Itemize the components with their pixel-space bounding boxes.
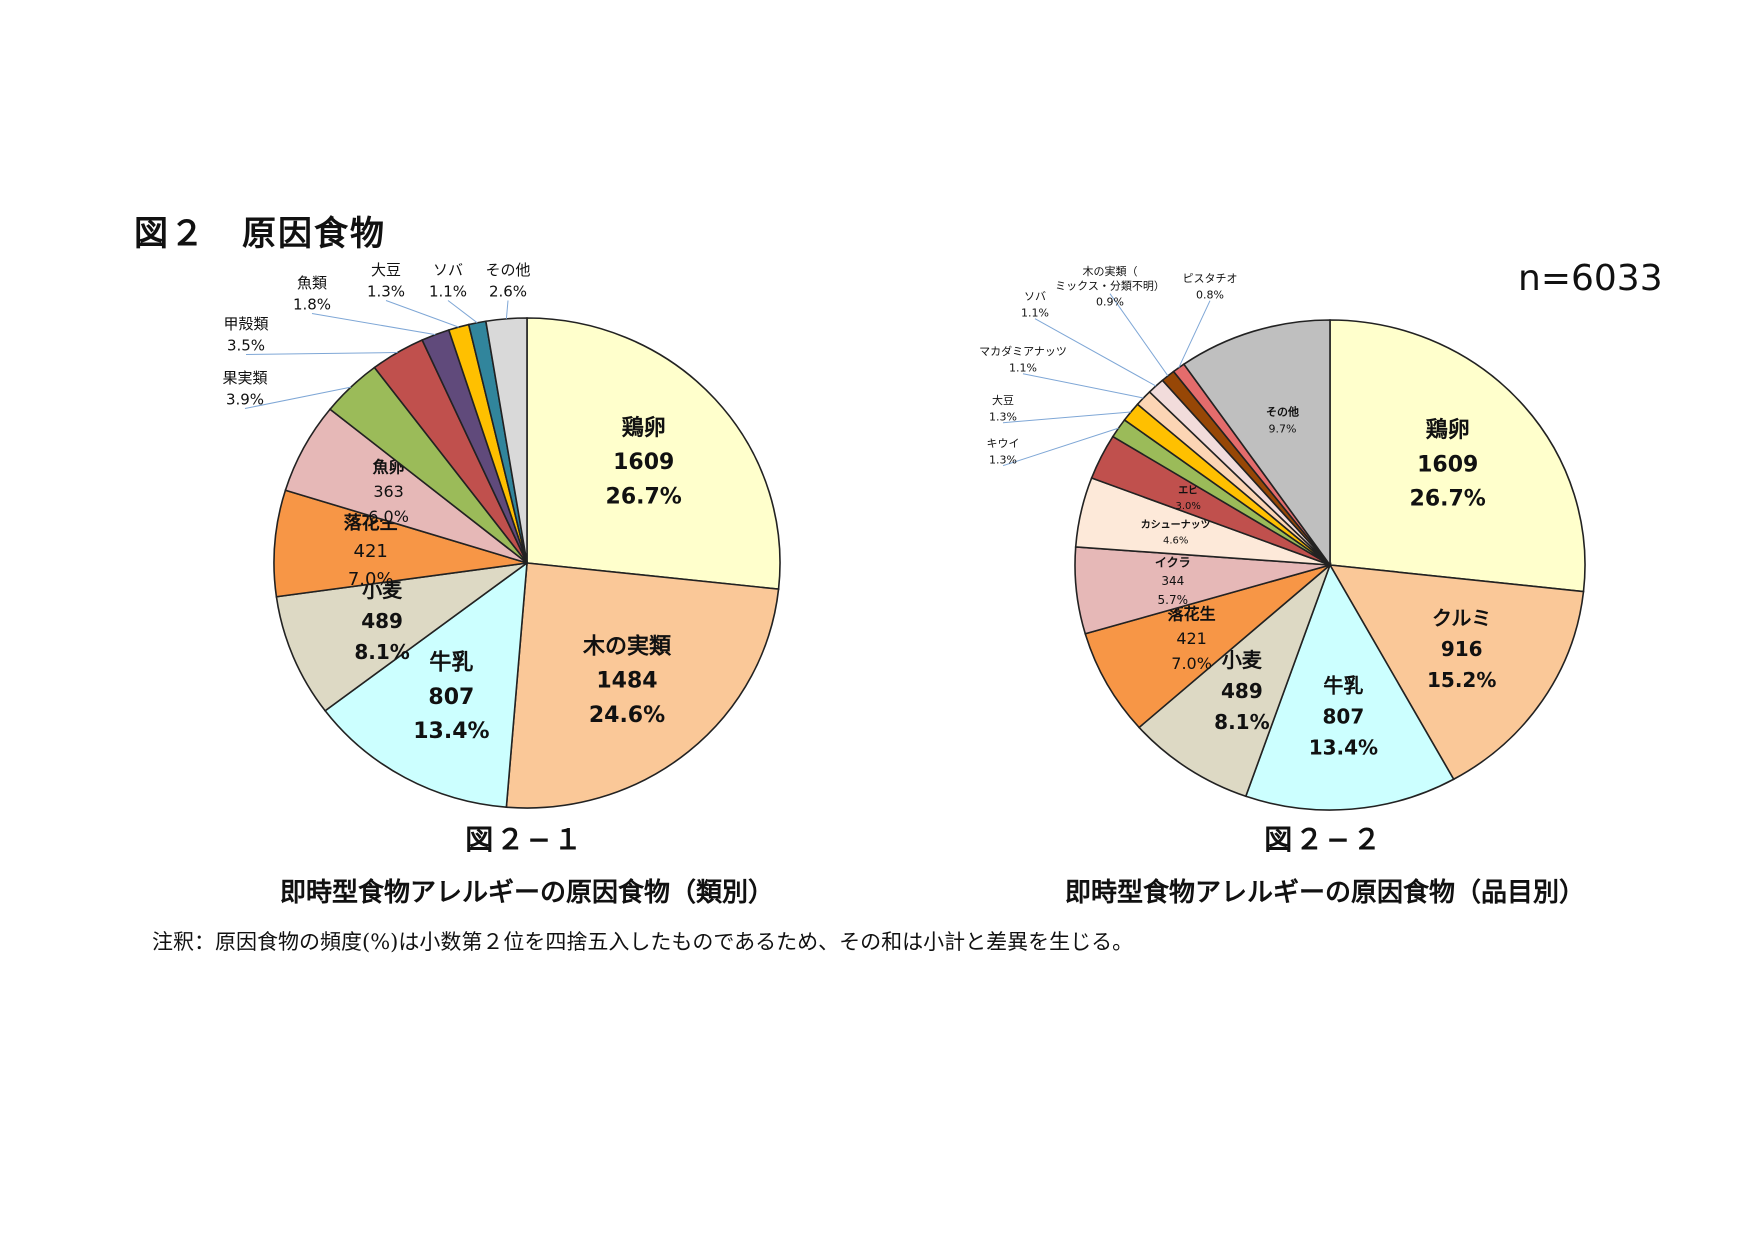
pie2-slice-14-name-label: その他 (1266, 404, 1299, 418)
pie1-slice-3 (275, 562, 528, 712)
pie2-slice-9-pct-label: 1.3% (989, 410, 1017, 423)
pie1-slice-1-pct-label: 24.6% (589, 703, 665, 728)
pie2-slice-12-pct-label: 0.9% (1096, 296, 1124, 309)
pie1-slice-6-pct-label: 3.9% (226, 391, 264, 409)
pie2-slice-14-pct-label: 9.7% (1269, 423, 1297, 436)
pie2-slice-6-name-label: カシューナッツ (1141, 519, 1211, 531)
pie2-slice-10-pct-label: 1.1% (1009, 361, 1037, 374)
pie2-slice-13-name-label: ピスタチオ (1183, 272, 1238, 285)
pie2-slice-11-leader-line (1034, 318, 1157, 387)
pie2-slice-9-name-label: 大豆 (992, 393, 1014, 407)
pie1-slice-5-pct-label: 6.0% (368, 507, 409, 526)
pie2-slice-12-name-label: 木の実類（ (1083, 264, 1138, 278)
pie2-slice-2 (1244, 563, 1455, 811)
pie1-slice-8-name-label: 魚類 (297, 274, 327, 292)
pie2-slice-7-name-label: エビ (1178, 484, 1198, 497)
pie2-slice-1-name-label: クルミ (1432, 606, 1491, 630)
pie1-slice-0-name-label: 鶏卵 (622, 416, 666, 441)
pie2-slice-1-count-label: 916 (1441, 637, 1483, 661)
pie2-slice-2-count-label: 807 (1323, 704, 1365, 728)
pie1-slice-11-pct-label: 2.6% (489, 283, 527, 301)
pie1-slice-7-pct-label: 3.5% (227, 337, 265, 355)
pie2-slice-2-name-label: 牛乳 (1323, 673, 1363, 697)
pie2-slice-4-count-label: 421 (1176, 629, 1207, 648)
pie2-slice-0-count-label: 1609 (1417, 452, 1478, 477)
figure-caption-1: 即時型食物アレルギーの原因食物（類別） (279, 878, 774, 908)
pie1-slice-6-name-label: 果実類 (222, 369, 267, 387)
pie2-slice-7-pct-label: 3.0% (1175, 501, 1200, 512)
pie2-slice-2-pct-label: 13.4% (1309, 735, 1378, 759)
pie2-slice-0-name-label: 鶏卵 (1426, 418, 1470, 443)
pie2-slice-8-leader-line (1002, 427, 1119, 467)
pie1-slice-11-name-label: その他 (485, 261, 530, 279)
pie1-slice-9-name-label: 大豆 (371, 261, 401, 279)
pie2-slice-6-pct-label: 4.6% (1163, 535, 1188, 546)
pie2-slice-8-name-label: キウイ (987, 437, 1020, 450)
pie1-slice-3-pct-label: 8.1% (354, 640, 409, 664)
pie1-slice-10-pct-label: 1.1% (429, 283, 467, 301)
pie1-slice-4-pct-label: 7.0% (348, 569, 394, 590)
pie2-slice-5-name-label: イクラ (1155, 556, 1191, 570)
pie1-slice-6-leader-line (244, 386, 351, 409)
pie1-slice-4 (273, 489, 528, 598)
pie2-slice-4-pct-label: 7.0% (1171, 654, 1212, 673)
figure-number-1: 図２−１ (465, 823, 585, 856)
pie1-slice-0-count-label: 1609 (613, 450, 674, 475)
pie2-slice-13-leader-line (1178, 300, 1211, 369)
pie1-slice-5-count-label: 363 (373, 482, 404, 501)
pie2-slice-11-name-label: ソバ (1024, 290, 1046, 303)
pie1-slice-10-name-label: ソバ (433, 261, 463, 279)
pie1-slice-11 (484, 317, 528, 564)
pie1-slice-2-name-label: 牛乳 (429, 650, 473, 676)
pie2-slice-9-leader-line (1002, 411, 1131, 424)
pie2-slice-10-leader-line (1022, 373, 1144, 399)
pie1-slice-4-count-label: 421 (354, 541, 388, 562)
pie2-slice-5-pct-label: 5.7% (1158, 593, 1189, 607)
pie1-slice-7-name-label: 甲殻類 (223, 315, 268, 333)
pie1-slice-1 (505, 562, 780, 809)
pie1-slice-8-pct-label: 1.8% (293, 296, 331, 314)
pie1-slice-11-leader-line (505, 300, 509, 319)
pie2-slice-12-name-label: ミックス・分類不明） (1055, 279, 1165, 292)
pie2-slice-3-pct-label: 8.1% (1214, 710, 1269, 734)
pie1-slice-10-leader-line (447, 300, 478, 324)
pie1-slice-0-pct-label: 26.7% (606, 484, 682, 509)
pie2-slice-1-pct-label: 15.2% (1427, 668, 1496, 692)
pie1-slice-1-name-label: 木の実類 (582, 634, 672, 660)
pie2-slice-0-pct-label: 26.7% (1410, 486, 1486, 511)
pie2-slice-8-pct-label: 1.3% (989, 453, 1017, 466)
figure-heading: 図２ 原因食物 (134, 214, 386, 254)
pie1-slice-8-leader-line (311, 313, 436, 336)
pie1-slice-2-count-label: 807 (428, 685, 474, 710)
pie2-slice-13-pct-label: 0.8% (1196, 288, 1224, 301)
pie1-slice-7-leader-line (245, 352, 398, 355)
pie1-slice-0 (526, 317, 781, 590)
footnote: 注釈：原因食物の頻度(%)は小数第２位を四捨五入したものであるため、その和は小計… (152, 930, 1134, 954)
pie1-slice-9-pct-label: 1.3% (367, 283, 405, 301)
pie2-slice-3 (1137, 562, 1332, 798)
pie1-slice-1-count-label: 1484 (596, 669, 657, 694)
pie2-slice-14 (1182, 319, 1331, 568)
figure-number-2: 図２−２ (1264, 823, 1384, 856)
pie1-slice-2-pct-label: 13.4% (413, 719, 489, 744)
pie2-slice-11-pct-label: 1.1% (1021, 306, 1049, 319)
pie2-slice-10-name-label: マカダミアナッツ (979, 344, 1067, 358)
pie2-slice-1 (1328, 564, 1585, 781)
pie2-slice-4 (1084, 564, 1331, 729)
pie2-slice-12-leader-line (1109, 293, 1169, 377)
pie1-slice-9-leader-line (385, 300, 459, 328)
pie2-slice-5-count-label: 344 (1161, 574, 1184, 588)
pie2-slice-3-count-label: 489 (1221, 679, 1263, 703)
pie2-slice-4-name-label: 落花生 (1168, 604, 1216, 623)
pie1-slice-3-count-label: 489 (361, 609, 403, 633)
sample-size-label: n=6033 (1518, 258, 1663, 299)
figure-caption-2: 即時型食物アレルギーの原因食物（品目別） (1064, 878, 1585, 908)
pie2-slice-0 (1329, 319, 1586, 593)
pie1-slice-2 (324, 561, 528, 809)
